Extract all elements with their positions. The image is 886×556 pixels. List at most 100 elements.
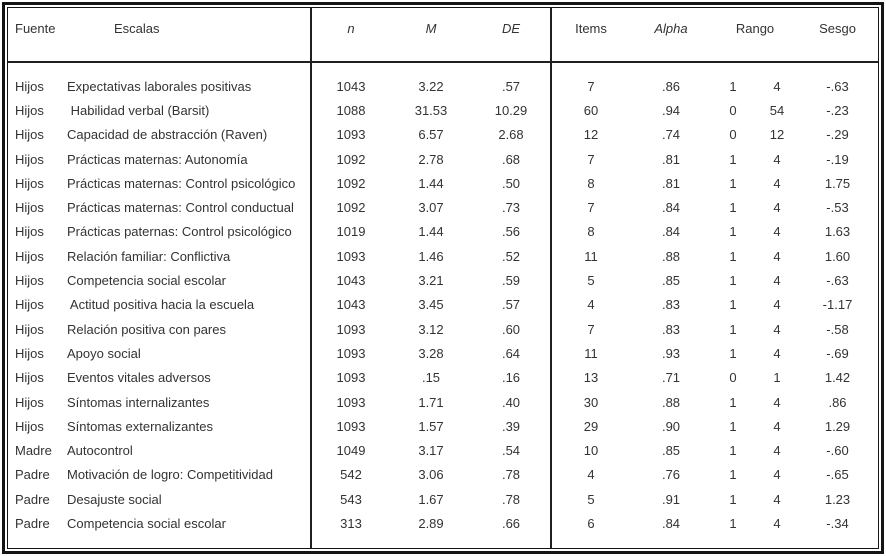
cell-rango-max: 4 (773, 248, 781, 264)
cell-de: .64 (501, 345, 521, 361)
cell-fuente: Padre (15, 515, 50, 531)
cell-de: 2.68 (498, 127, 524, 143)
cell-n: 1088 (336, 102, 366, 118)
cell-fuente: Hijos (15, 297, 44, 313)
cell-rango-max: 4 (773, 467, 781, 483)
cell-rango-min: 1 (729, 491, 737, 507)
cell-rango-min: 1 (729, 151, 737, 167)
cell-escala: Prácticas maternas: Autonomía (67, 151, 248, 167)
cell-fuente: Hijos (15, 102, 44, 118)
cell-items: 5 (587, 273, 595, 289)
cell-m: 3.45 (418, 297, 444, 313)
table-row: Hijos Prácticas maternas: Autonomía 1092 2.… (8, 147, 878, 171)
cell-n: 1093 (336, 248, 366, 264)
table-row: Hijos Relación positiva con pares 1093 3.12… (8, 317, 878, 341)
table-body: Hijos Expectativas laborales positivas 104… (8, 61, 878, 536)
col-header-rango: Rango (735, 21, 775, 36)
cell-items: 8 (587, 175, 595, 191)
cell-fuente: Hijos (15, 224, 44, 240)
table-header-row: Fuente Escalas n M DE Items Alpha Rango … (8, 8, 878, 61)
cell-sesgo: -.60 (826, 443, 849, 459)
cell-de: .78 (501, 491, 521, 507)
cell-items: 4 (587, 467, 595, 483)
table-row: Hijos Habilidad verbal (Barsit) 1088 31.53… (8, 98, 878, 122)
cell-rango-max: 4 (773, 151, 781, 167)
cell-items: 11 (584, 345, 598, 361)
table-row: Padre Motivación de logro: Competitividad… (8, 463, 878, 487)
cell-sesgo: -.58 (826, 321, 849, 337)
cell-de: .57 (501, 297, 521, 313)
cell-items: 30 (583, 394, 599, 410)
cell-m: 3.21 (418, 273, 444, 289)
cell-sesgo: 1.60 (824, 248, 851, 264)
cell-n: 313 (340, 515, 362, 531)
cell-items: 7 (587, 151, 595, 167)
cell-items: 10 (583, 443, 599, 459)
table-row: Hijos Prácticas maternas: Control psicoló… (8, 171, 878, 195)
table-inner-frame: Fuente Escalas n M DE Items Alpha Rango … (7, 7, 879, 549)
cell-de: .56 (501, 224, 521, 240)
cell-items: 5 (587, 491, 595, 507)
table-row: Hijos Apoyo social 1093 3.28 .64 11 .93 1 4 -.69 (8, 341, 878, 365)
cell-fuente: Hijos (15, 151, 44, 167)
table-row: Madre Autocontrol 1049 3.17 .54 10 .85 1 4 -.60 (8, 438, 878, 462)
cell-de: .66 (501, 515, 521, 531)
cell-fuente: Padre (15, 467, 50, 483)
cell-rango-max: 4 (773, 443, 781, 459)
cell-n: 1019 (336, 224, 366, 240)
cell-n: 1043 (336, 78, 366, 94)
cell-alpha: .84 (661, 200, 681, 216)
cell-rango-min: 1 (729, 467, 737, 483)
cell-fuente: Hijos (15, 248, 44, 264)
cell-m: 3.22 (418, 78, 444, 94)
cell-sesgo: -.63 (826, 273, 849, 289)
table-row: Padre Desajuste social 543 1.67 .78 5 .91 1 4 1.2… (8, 487, 878, 511)
cell-rango-max: 4 (773, 321, 781, 337)
cell-alpha: .84 (661, 224, 681, 240)
cell-escala: Síntomas externalizantes (67, 418, 213, 434)
column-divider-left (310, 8, 312, 548)
cell-n: 1043 (336, 273, 366, 289)
cell-escala: Prácticas paternas: Control psicológico (67, 224, 292, 240)
cell-de: .68 (501, 151, 521, 167)
cell-sesgo: -.34 (826, 515, 849, 531)
cell-rango-max: 1 (773, 370, 781, 386)
cell-rango-min: 1 (729, 175, 737, 191)
cell-escala: Prácticas maternas: Control psicológico (67, 175, 296, 191)
cell-escala: Competencia social escolar (67, 515, 226, 531)
cell-alpha: .90 (661, 418, 681, 434)
cell-fuente: Hijos (15, 345, 44, 361)
cell-alpha: .93 (661, 345, 681, 361)
cell-n: 1093 (336, 370, 366, 386)
cell-n: 1092 (336, 151, 366, 167)
cell-items: 6 (587, 515, 595, 531)
cell-rango-min: 1 (729, 78, 737, 94)
cell-sesgo: 1.42 (824, 370, 851, 386)
cell-fuente: Hijos (15, 200, 44, 216)
cell-rango-max: 4 (773, 175, 781, 191)
cell-m: 6.57 (418, 127, 444, 143)
cell-fuente: Padre (15, 491, 50, 507)
col-header-alpha: Alpha (654, 21, 688, 36)
col-header-de: DE (501, 21, 521, 36)
cell-fuente: Hijos (15, 394, 44, 410)
cell-escala: Habilidad verbal (Barsit) (67, 102, 210, 118)
cell-escala: Motivación de logro: Competitividad (67, 467, 273, 483)
cell-escala: Actitud positiva hacia la escuela (67, 297, 255, 313)
cell-de: .73 (501, 200, 521, 216)
cell-items: 7 (587, 78, 595, 94)
cell-n: 1049 (336, 443, 366, 459)
cell-rango-min: 1 (729, 443, 737, 459)
cell-items: 7 (587, 200, 595, 216)
cell-m: 3.06 (418, 467, 444, 483)
cell-items: 11 (584, 248, 598, 264)
cell-de: .52 (501, 248, 521, 264)
cell-n: 542 (340, 467, 362, 483)
header-separator-line (8, 61, 878, 63)
cell-rango-min: 0 (729, 370, 737, 386)
cell-rango-max: 4 (773, 200, 781, 216)
col-header-m: M (425, 21, 437, 36)
cell-m: 3.28 (418, 345, 444, 361)
cell-escala: Prácticas maternas: Control conductual (67, 200, 294, 216)
